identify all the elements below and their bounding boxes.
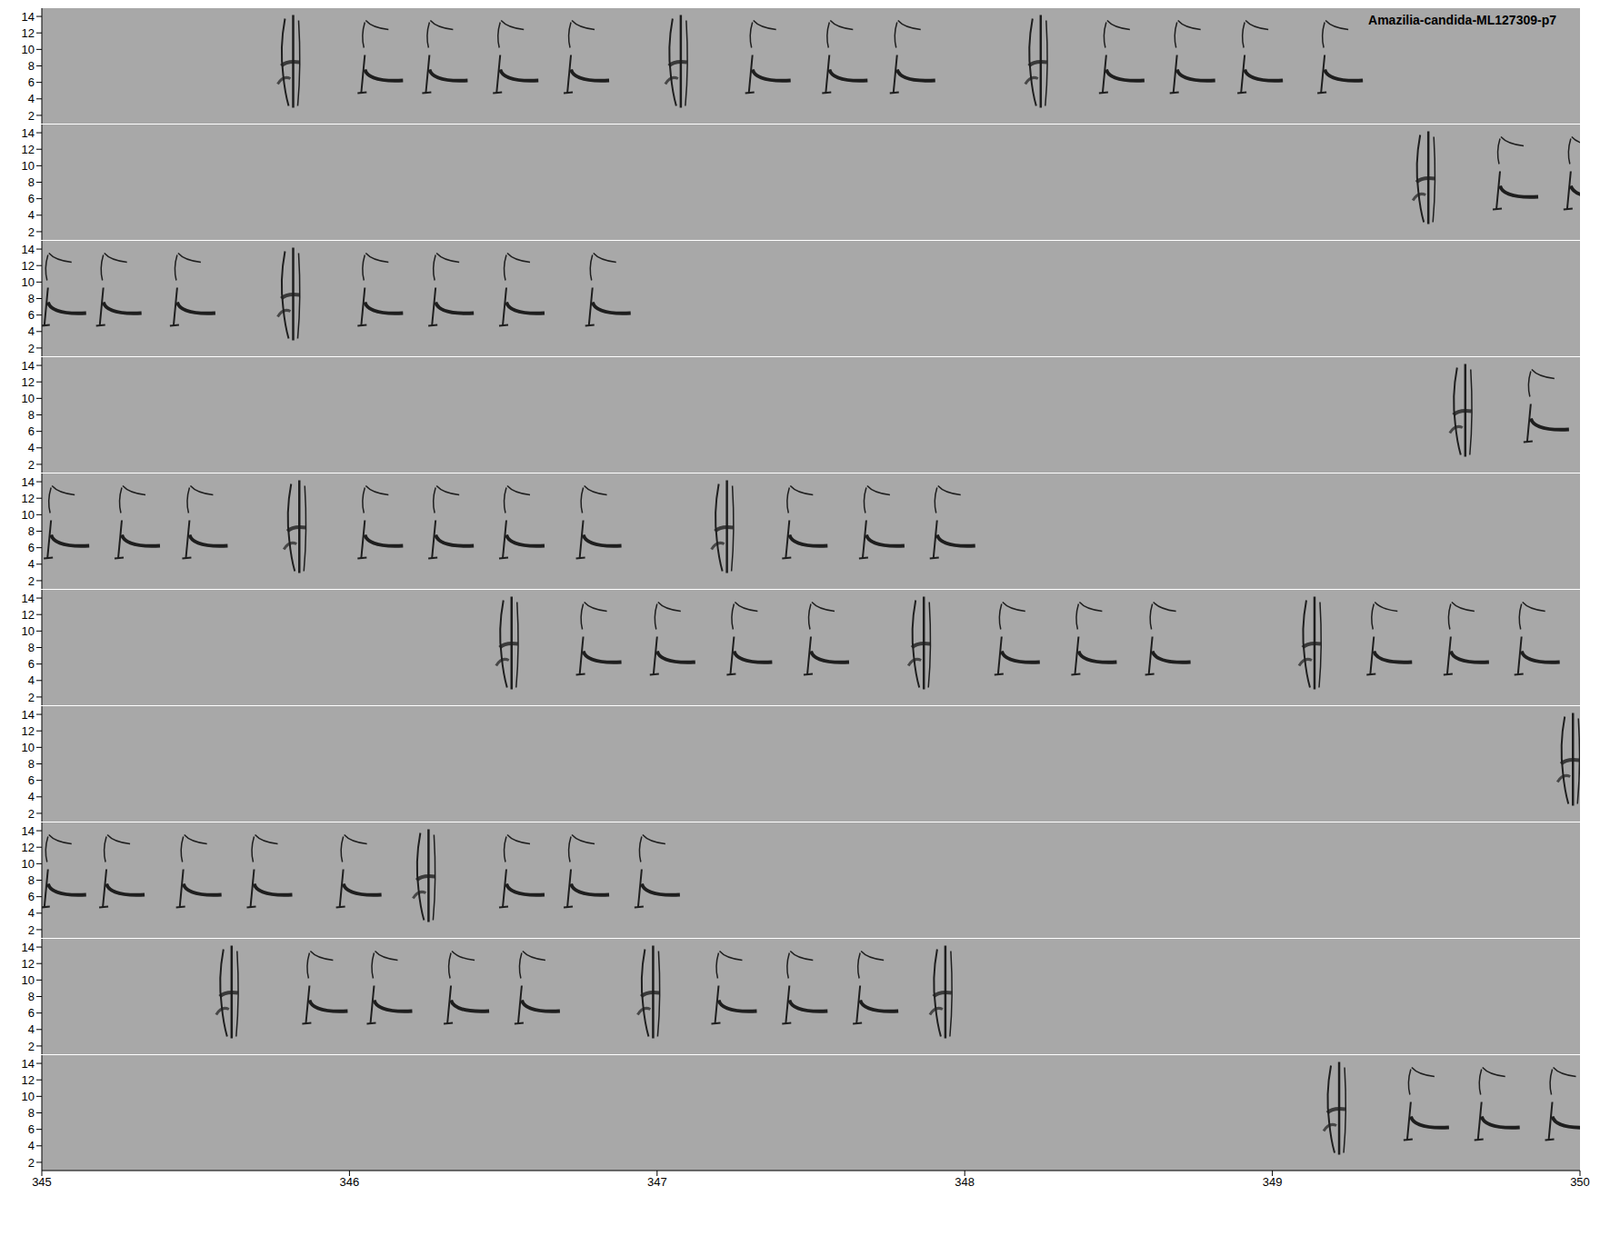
svg-text:2: 2 <box>28 574 35 589</box>
svg-text:2: 2 <box>28 458 35 472</box>
svg-text:2: 2 <box>28 109 35 123</box>
html-text:Amazilia-candida-ML127309-p7: Amazilia-candida-ML127309-p7 <box>1368 12 1557 28</box>
svg-text:4: 4 <box>28 440 35 455</box>
svg-text:2: 2 <box>28 923 35 938</box>
svg-text:10: 10 <box>21 857 35 871</box>
svg-text:14: 14 <box>21 359 35 373</box>
svg-text:8: 8 <box>28 757 35 771</box>
svg-text:2: 2 <box>28 690 35 705</box>
svg-text:14: 14 <box>21 591 35 606</box>
svg-text:6: 6 <box>28 540 35 555</box>
svg-text:4: 4 <box>28 906 35 920</box>
svg-text:8: 8 <box>28 1106 35 1120</box>
svg-text:6: 6 <box>28 1006 35 1020</box>
svg-text:14: 14 <box>21 242 35 257</box>
svg-text:10: 10 <box>21 1090 35 1104</box>
svg-text:14: 14 <box>21 824 35 839</box>
svg-text:8: 8 <box>28 291 35 306</box>
svg-text:10: 10 <box>21 159 35 173</box>
svg-text:10: 10 <box>21 42 35 57</box>
svg-text:4: 4 <box>28 557 35 571</box>
svg-text:345: 345 <box>31 1175 52 1190</box>
svg-text:8: 8 <box>28 990 35 1004</box>
svg-text:6: 6 <box>28 308 35 322</box>
svg-text:12: 12 <box>21 259 35 273</box>
svg-text:4: 4 <box>28 1139 35 1153</box>
svg-text:348: 348 <box>954 1175 975 1190</box>
svg-text:12: 12 <box>21 491 35 506</box>
svg-text:4: 4 <box>28 208 35 222</box>
svg-text:349: 349 <box>1262 1175 1283 1190</box>
svg-text:10: 10 <box>21 391 35 406</box>
svg-text:14: 14 <box>21 1057 35 1071</box>
svg-text:2: 2 <box>28 341 35 356</box>
svg-text:4: 4 <box>28 1022 35 1037</box>
svg-text:6: 6 <box>28 424 35 439</box>
svg-text:10: 10 <box>21 740 35 755</box>
svg-text:10: 10 <box>21 624 35 639</box>
svg-text:2: 2 <box>28 807 35 821</box>
svg-text:8: 8 <box>28 640 35 655</box>
svg-text:14: 14 <box>21 708 35 722</box>
svg-text:14: 14 <box>21 940 35 955</box>
svg-text:346: 346 <box>340 1175 360 1190</box>
svg-text:2: 2 <box>28 1040 35 1054</box>
svg-text:14: 14 <box>21 475 35 490</box>
svg-text:12: 12 <box>21 840 35 855</box>
svg-text:6: 6 <box>28 773 35 788</box>
svg-text:4: 4 <box>28 673 35 688</box>
svg-text:12: 12 <box>21 142 35 157</box>
svg-text:4: 4 <box>28 91 35 106</box>
svg-text:4: 4 <box>28 790 35 804</box>
svg-text:12: 12 <box>21 1073 35 1088</box>
svg-text:14: 14 <box>21 10 35 24</box>
svg-text:10: 10 <box>21 973 35 988</box>
svg-text:8: 8 <box>28 524 35 539</box>
svg-text:8: 8 <box>28 175 35 190</box>
svg-text:6: 6 <box>28 75 35 90</box>
svg-text:350: 350 <box>1570 1175 1590 1190</box>
svg-text:4: 4 <box>28 324 35 339</box>
svg-text:8: 8 <box>28 873 35 888</box>
svg-text:347: 347 <box>647 1175 668 1190</box>
svg-text:12: 12 <box>21 608 35 622</box>
svg-text:2: 2 <box>28 225 35 240</box>
svg-text:12: 12 <box>21 724 35 739</box>
svg-text:12: 12 <box>21 26 35 40</box>
svg-text:10: 10 <box>21 275 35 290</box>
svg-text:2: 2 <box>28 1156 35 1170</box>
svg-text:6: 6 <box>28 890 35 904</box>
svg-text:6: 6 <box>28 657 35 671</box>
svg-text:10: 10 <box>21 508 35 522</box>
svg-text:6: 6 <box>28 1122 35 1137</box>
svg-text:12: 12 <box>21 375 35 390</box>
svg-text:6: 6 <box>28 191 35 206</box>
svg-text:8: 8 <box>28 408 35 422</box>
svg-text:14: 14 <box>21 126 35 140</box>
svg-text:8: 8 <box>28 59 35 73</box>
svg-text:12: 12 <box>21 957 35 971</box>
